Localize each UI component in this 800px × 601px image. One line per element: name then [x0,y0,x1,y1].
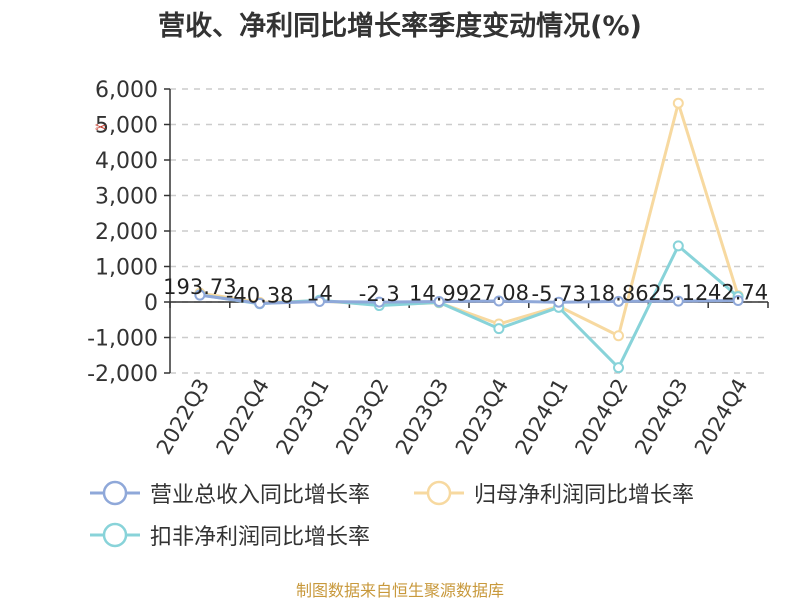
source-note: 制图数据来自恒生聚源数据库 [295,581,504,600]
y-tick-label: 0 [144,291,158,316]
legend-item-revenue[interactable]: 营业总收入同比增长率 [88,478,370,508]
legend-label-deducted-net-profit: 扣非净利润同比增长率 [150,525,371,550]
data-label: 18.86 [588,281,648,305]
data-label: -40.38 [226,283,294,307]
y-tick-label: -2,000 [87,362,158,387]
data-point [314,296,325,308]
x-tick-label: 2024Q2 [570,375,632,459]
y-tick-label: 6,000 [95,78,158,103]
x-tick-label: 2024Q4 [690,375,752,459]
x-tick-label: 2023Q1 [271,375,333,459]
data-label-layer: 193.73-40.38 14 -2.3 14.99 27.08 -5.73 18.86 25… [163,275,768,307]
data-point [194,289,206,301]
series-line [199,293,739,305]
x-tick-label: 2024Q3 [630,375,692,459]
y-tick-label: 4,000 [95,149,158,174]
legend-swatch-revenue-icon [90,480,140,506]
grid-layer [170,88,768,374]
x-tick-label: 2023Q2 [331,375,393,459]
data-label: -5.73 [532,282,586,306]
y-tick-label: 1,000 [95,256,158,281]
data-label: 193.73 [163,275,236,299]
y-tick-label: -1,000 [87,327,158,352]
series-layer [194,97,744,374]
x-tick-label: 2023Q3 [391,374,453,458]
y-tick-label: 5,000 [95,114,158,139]
data-point [672,295,684,307]
data-point [613,330,624,342]
data-point [613,362,624,374]
chart-title: 营收、净利同比增长率季度变动情况(%) [158,11,642,42]
data-label: 14.99 [409,281,469,305]
data-point [613,295,624,307]
data-point [553,296,565,308]
x-tick-label: 2024Q1 [511,375,573,459]
legend-item-deducted-net-profit[interactable]: 扣非净利润同比增长率 [88,520,370,550]
legend-swatch-parent-net-profit-icon [414,480,464,506]
y-tick-label: 2,000 [95,220,158,245]
data-point [672,97,684,109]
data-point [373,296,385,308]
scissors-icon: ✂ [95,120,107,136]
data-label: 27.08 [469,281,529,305]
data-label: -2.3 [359,282,400,306]
y-tick-label: 3,000 [95,185,158,210]
data-point [672,240,684,252]
legend-label-parent-net-profit: 归母净利润同比增长率 [474,483,695,508]
legend-item-parent-net-profit[interactable]: 归母净利润同比增长率 [412,478,694,508]
legend-swatch-deducted-net-profit-icon [90,522,140,548]
x-tick-label: 2022Q3 [152,375,214,459]
data-point [254,297,266,309]
data-label: 14 [306,282,333,306]
data-label: 25.12 [648,281,708,305]
data-point [493,295,505,307]
data-label: 42.74 [708,280,768,304]
data-point [732,294,744,306]
data-point [433,295,445,307]
x-tick-label: 2022Q4 [212,375,274,459]
x-tick-label: 2023Q4 [451,375,513,459]
data-point [493,323,505,335]
legend-label-revenue: 营业总收入同比增长率 [150,483,371,508]
